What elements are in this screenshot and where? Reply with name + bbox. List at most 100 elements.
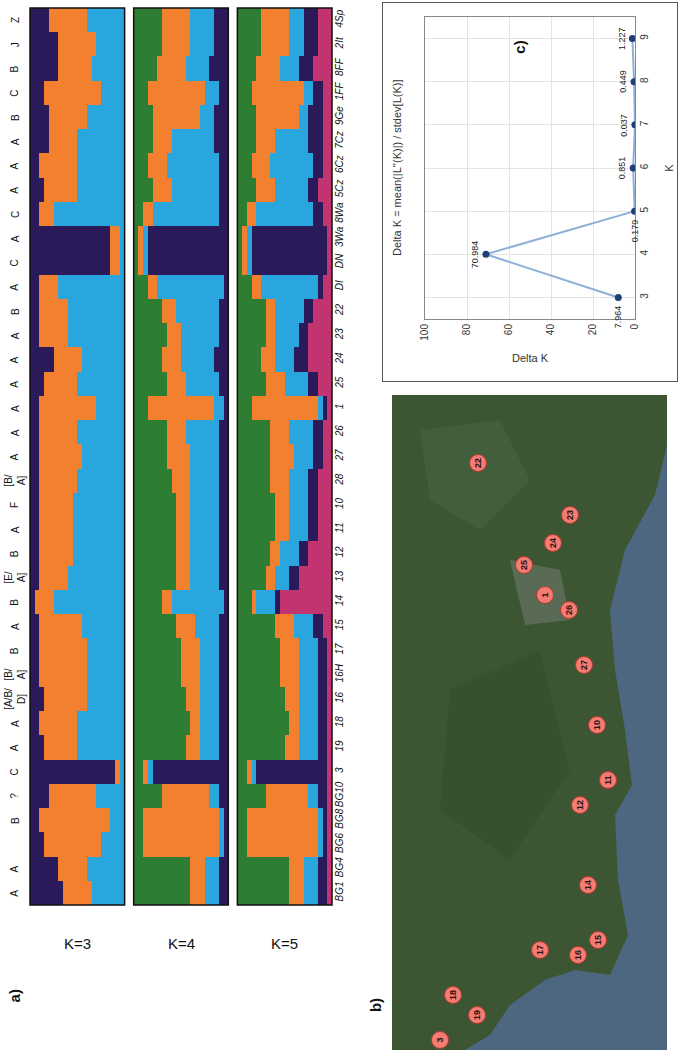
svg-text:0.851: 0.851 xyxy=(617,157,627,180)
svg-text:Delta K = mean(|L''(K)|) / std: Delta K = mean(|L''(K)|) / stdev[L(K)] xyxy=(391,80,403,257)
svg-text:B: B xyxy=(10,114,21,121)
svg-text:1FF: 1FF xyxy=(334,82,345,101)
svg-text:BG8: BG8 xyxy=(334,808,345,828)
svg-text:K=3: K=3 xyxy=(64,935,91,952)
svg-text:60: 60 xyxy=(503,324,514,336)
svg-text:4Sp: 4Sp xyxy=(334,9,345,27)
svg-text:28: 28 xyxy=(334,473,345,486)
svg-text:A: A xyxy=(10,429,21,436)
svg-text:40: 40 xyxy=(545,324,556,336)
svg-text:B: B xyxy=(9,66,20,73)
svg-text:C: C xyxy=(9,259,20,266)
svg-text:6Cz: 6Cz xyxy=(334,155,345,173)
svg-text:C: C xyxy=(9,90,20,97)
svg-text:1: 1 xyxy=(540,592,550,597)
svg-text:A: A xyxy=(9,890,20,897)
svg-text:BG6: BG6 xyxy=(334,832,345,852)
svg-text:B: B xyxy=(9,599,20,606)
svg-text:10: 10 xyxy=(592,720,602,730)
svg-text:[B/A]: [B/A] xyxy=(3,668,27,680)
svg-text:15: 15 xyxy=(593,935,603,945)
svg-text:20: 20 xyxy=(587,324,598,336)
svg-text:[A/B/D]: [A/B/D] xyxy=(3,688,27,710)
svg-text:A: A xyxy=(10,138,21,145)
svg-text:C: C xyxy=(10,211,21,218)
svg-text:16H: 16H xyxy=(334,663,345,682)
svg-text:12: 12 xyxy=(334,546,345,558)
svg-text:80: 80 xyxy=(461,324,472,336)
svg-text:8Wa: 8Wa xyxy=(334,202,345,223)
svg-text:A: A xyxy=(10,235,21,242)
svg-text:16: 16 xyxy=(573,950,583,960)
svg-text:B: B xyxy=(9,550,20,557)
svg-text:17: 17 xyxy=(535,945,545,955)
svg-text:A: A xyxy=(10,526,21,533)
svg-text:BG4: BG4 xyxy=(334,857,345,877)
svg-text:Z: Z xyxy=(10,17,21,23)
svg-text:4: 4 xyxy=(639,250,650,256)
svg-text:23: 23 xyxy=(565,510,575,520)
svg-text:70.984: 70.984 xyxy=(470,241,480,269)
svg-text:A: A xyxy=(9,284,20,291)
svg-text:c): c) xyxy=(511,40,528,53)
svg-text:24: 24 xyxy=(334,352,345,365)
svg-text:B: B xyxy=(9,647,20,654)
svg-text:26: 26 xyxy=(564,605,574,615)
svg-text:22: 22 xyxy=(334,304,345,317)
svg-text:12: 12 xyxy=(575,800,585,810)
svg-text:8FF: 8FF xyxy=(334,57,345,76)
svg-text:19: 19 xyxy=(334,740,345,752)
svg-text:6: 6 xyxy=(639,163,650,169)
svg-text:A: A xyxy=(9,187,20,194)
svg-text:Delta K: Delta K xyxy=(512,352,549,364)
svg-text:b): b) xyxy=(367,998,384,1012)
svg-text:19: 19 xyxy=(472,1010,482,1020)
svg-text:27: 27 xyxy=(334,449,345,462)
svg-text:DI: DI xyxy=(334,280,345,290)
svg-text:A: A xyxy=(9,162,20,169)
svg-text:A: A xyxy=(9,453,20,460)
svg-text:A: A xyxy=(9,381,20,388)
svg-text:2It: 2It xyxy=(334,36,345,49)
svg-text:A: A xyxy=(10,720,21,727)
svg-text:27: 27 xyxy=(579,660,589,670)
svg-text:17: 17 xyxy=(334,643,345,655)
svg-text:11: 11 xyxy=(603,775,613,785)
svg-text:8: 8 xyxy=(639,77,650,83)
svg-text:[B/A]: [B/A] xyxy=(3,474,27,486)
svg-text:24: 24 xyxy=(548,538,558,548)
svg-text:7: 7 xyxy=(639,120,650,126)
svg-text:9Ge: 9Ge xyxy=(334,106,345,125)
svg-text:a): a) xyxy=(6,989,23,1002)
svg-text:A: A xyxy=(10,405,21,412)
svg-text:0.449: 0.449 xyxy=(618,70,628,93)
svg-text:5Cz: 5Cz xyxy=(334,179,345,197)
svg-text:18: 18 xyxy=(448,990,458,1000)
svg-text:1.227: 1.227 xyxy=(617,27,627,50)
svg-text:10: 10 xyxy=(334,497,345,509)
svg-text:23: 23 xyxy=(334,328,345,341)
svg-text:7.964: 7.964 xyxy=(613,306,623,329)
svg-text:A: A xyxy=(9,356,20,363)
svg-text:0.179: 0.179 xyxy=(630,220,640,243)
svg-text:22: 22 xyxy=(473,458,483,468)
svg-text:J: J xyxy=(10,42,21,47)
svg-text:K=4: K=4 xyxy=(168,935,195,952)
svg-text:K=5: K=5 xyxy=(271,935,298,952)
svg-text:3: 3 xyxy=(334,767,345,773)
svg-text:26: 26 xyxy=(334,425,345,438)
svg-text:A: A xyxy=(9,744,20,751)
svg-text:[E/A]: [E/A] xyxy=(3,571,27,583)
svg-text:DN: DN xyxy=(334,253,345,268)
svg-text:13: 13 xyxy=(334,570,345,582)
svg-text:5: 5 xyxy=(639,206,650,212)
svg-text:0: 0 xyxy=(629,324,640,330)
svg-text:B: B xyxy=(10,308,21,315)
svg-text:18: 18 xyxy=(334,716,345,728)
svg-text:25: 25 xyxy=(519,560,529,570)
svg-text:C: C xyxy=(9,768,20,775)
svg-text:F: F xyxy=(9,502,20,508)
svg-text:14: 14 xyxy=(334,594,345,606)
svg-text:BG1: BG1 xyxy=(334,881,345,901)
svg-text:25: 25 xyxy=(334,376,345,389)
